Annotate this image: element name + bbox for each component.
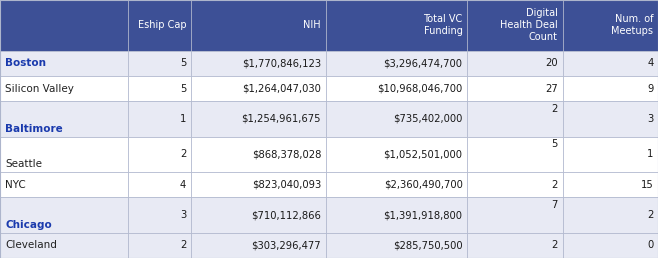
Bar: [128, 172, 191, 197]
Bar: [326, 76, 467, 101]
Text: 5: 5: [551, 139, 558, 149]
Bar: [467, 76, 563, 101]
Bar: [563, 197, 658, 233]
Bar: [467, 136, 563, 172]
Text: Total VC
Funding: Total VC Funding: [423, 14, 463, 36]
Text: $1,052,501,000: $1,052,501,000: [384, 149, 463, 159]
Text: Eship Cap: Eship Cap: [138, 20, 186, 30]
Text: Chicago: Chicago: [5, 220, 52, 230]
Text: Num. of
Meetups: Num. of Meetups: [611, 14, 653, 36]
Bar: [128, 51, 191, 76]
Bar: [0, 172, 128, 197]
Bar: [563, 101, 658, 136]
Bar: [0, 76, 128, 101]
Text: 2: 2: [551, 180, 558, 190]
Text: 5: 5: [180, 84, 186, 94]
Bar: [191, 233, 326, 258]
Text: 2: 2: [647, 210, 653, 220]
Text: 5: 5: [180, 58, 186, 68]
Text: 0: 0: [647, 240, 653, 250]
Text: 7: 7: [551, 200, 558, 210]
Text: 4: 4: [647, 58, 653, 68]
Text: $10,968,046,700: $10,968,046,700: [377, 84, 463, 94]
Bar: [0, 101, 128, 136]
Text: $1,264,047,030: $1,264,047,030: [242, 84, 321, 94]
Bar: [0, 0, 128, 51]
Text: NIH: NIH: [303, 20, 321, 30]
Bar: [191, 197, 326, 233]
Bar: [0, 51, 128, 76]
Bar: [0, 197, 128, 233]
Text: 2: 2: [180, 149, 186, 159]
Bar: [326, 0, 467, 51]
Text: 27: 27: [545, 84, 558, 94]
Bar: [128, 197, 191, 233]
Text: 3: 3: [180, 210, 186, 220]
Bar: [563, 0, 658, 51]
Text: $823,040,093: $823,040,093: [252, 180, 321, 190]
Bar: [563, 233, 658, 258]
Text: $303,296,477: $303,296,477: [251, 240, 321, 250]
Text: $3,296,474,700: $3,296,474,700: [384, 58, 463, 68]
Text: 2: 2: [180, 240, 186, 250]
Bar: [326, 101, 467, 136]
Bar: [563, 76, 658, 101]
Bar: [467, 172, 563, 197]
Bar: [467, 233, 563, 258]
Bar: [326, 51, 467, 76]
Text: Boston: Boston: [5, 58, 46, 68]
Bar: [326, 197, 467, 233]
Bar: [191, 51, 326, 76]
Text: NYC: NYC: [5, 180, 26, 190]
Bar: [191, 172, 326, 197]
Text: 1: 1: [180, 114, 186, 124]
Bar: [128, 233, 191, 258]
Text: $735,402,000: $735,402,000: [393, 114, 463, 124]
Text: Silicon Valley: Silicon Valley: [5, 84, 74, 94]
Bar: [128, 76, 191, 101]
Text: 3: 3: [647, 114, 653, 124]
Text: $1,391,918,800: $1,391,918,800: [384, 210, 463, 220]
Bar: [467, 197, 563, 233]
Text: 2: 2: [551, 104, 558, 114]
Bar: [0, 233, 128, 258]
Text: 4: 4: [180, 180, 186, 190]
Bar: [128, 0, 191, 51]
Bar: [326, 136, 467, 172]
Text: $1,254,961,675: $1,254,961,675: [241, 114, 321, 124]
Bar: [0, 136, 128, 172]
Bar: [191, 101, 326, 136]
Text: $285,750,500: $285,750,500: [393, 240, 463, 250]
Text: Cleveland: Cleveland: [5, 240, 57, 250]
Bar: [563, 172, 658, 197]
Bar: [128, 101, 191, 136]
Text: 2: 2: [551, 240, 558, 250]
Bar: [326, 233, 467, 258]
Text: 9: 9: [647, 84, 653, 94]
Bar: [191, 136, 326, 172]
Bar: [191, 0, 326, 51]
Bar: [563, 51, 658, 76]
Text: Seattle: Seattle: [5, 159, 42, 169]
Text: $2,360,490,700: $2,360,490,700: [384, 180, 463, 190]
Bar: [128, 136, 191, 172]
Bar: [467, 51, 563, 76]
Bar: [326, 172, 467, 197]
Text: 20: 20: [545, 58, 558, 68]
Text: $868,378,028: $868,378,028: [252, 149, 321, 159]
Text: $1,770,846,123: $1,770,846,123: [242, 58, 321, 68]
Text: Digital
Health Deal
Count: Digital Health Deal Count: [500, 8, 558, 42]
Text: $710,112,866: $710,112,866: [251, 210, 321, 220]
Text: 15: 15: [641, 180, 653, 190]
Bar: [191, 76, 326, 101]
Bar: [563, 136, 658, 172]
Text: Baltimore: Baltimore: [5, 124, 63, 134]
Text: 1: 1: [647, 149, 653, 159]
Bar: [467, 0, 563, 51]
Bar: [467, 101, 563, 136]
